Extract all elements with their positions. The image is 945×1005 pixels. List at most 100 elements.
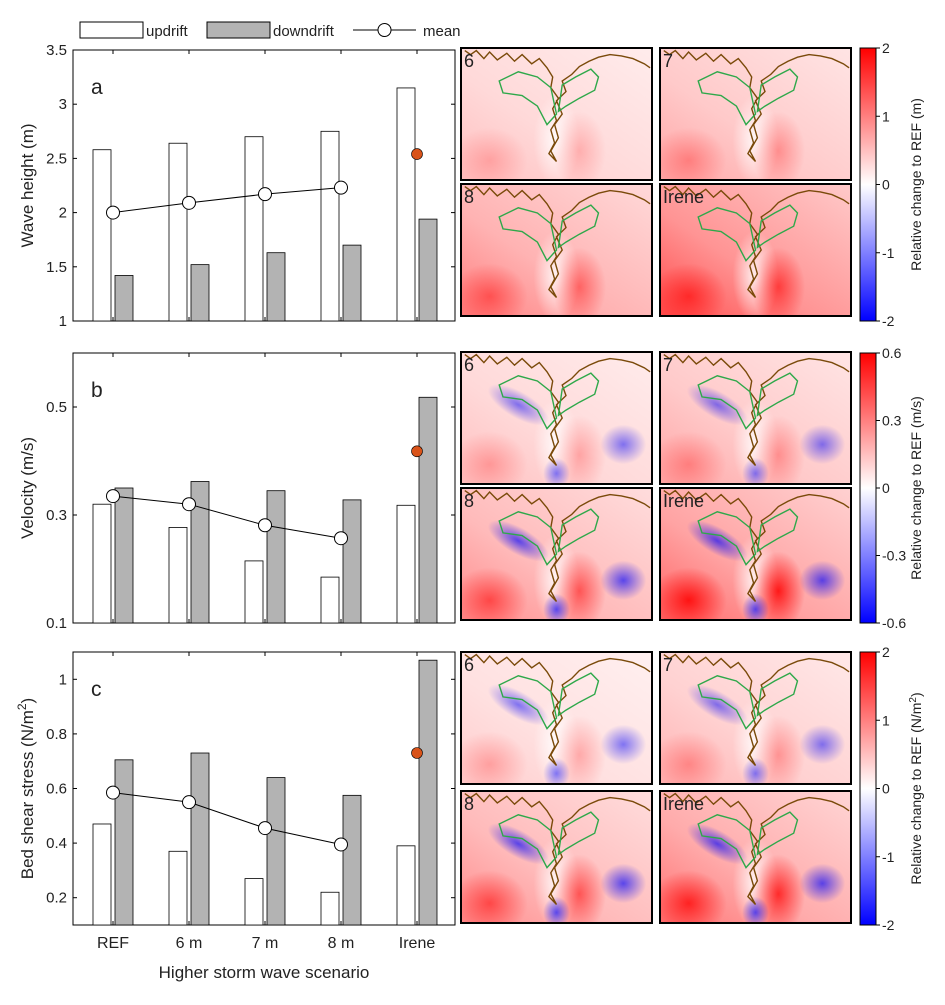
map-plume-west xyxy=(660,127,727,180)
legend-updrift-label: updrift xyxy=(146,23,189,40)
map-label: 8 xyxy=(464,187,474,207)
map-plume-west xyxy=(461,263,528,316)
map-frame xyxy=(659,47,852,181)
shoal-polygon xyxy=(697,204,799,262)
map-plume xyxy=(751,111,806,180)
map-plume xyxy=(751,247,806,316)
map-negative-band xyxy=(686,684,748,726)
y-tick-label: 1 xyxy=(59,313,67,330)
map-label: Irene xyxy=(663,187,704,207)
shoal-polygon xyxy=(697,672,799,730)
map-negative-tip xyxy=(742,457,769,484)
shoal-polygon xyxy=(697,68,799,126)
map-negative-east xyxy=(600,863,647,904)
map-negative-tip xyxy=(742,896,769,923)
map-frame xyxy=(659,183,852,317)
coastline xyxy=(464,353,651,466)
bar-downdrift-7m xyxy=(266,777,286,926)
bar-updrift-irene xyxy=(396,504,416,624)
bar-updrift-irene xyxy=(396,87,416,322)
map-plume-west xyxy=(461,567,528,620)
colorbar-tick-label: 0 xyxy=(882,480,890,496)
colorbar-title: Relative change to REF (m/s) xyxy=(908,396,924,580)
map-negative-east xyxy=(799,424,846,465)
bar-downdrift-6m xyxy=(190,264,210,322)
map-label: 8 xyxy=(464,491,474,511)
panel-c-bed-shear-stress-chart: 0.2 0.4 0.6 0.8 1 c Bed shear stress (N/m2) REF… xyxy=(15,651,456,952)
coastline xyxy=(464,185,651,298)
bar-downdrift-7m xyxy=(266,490,286,624)
map-frame xyxy=(460,47,653,181)
map-frame xyxy=(460,651,653,785)
mean-marker-ref xyxy=(106,785,120,800)
map-label: 7 xyxy=(663,655,673,675)
mean-line xyxy=(112,495,342,539)
bar-updrift-8m xyxy=(320,130,340,322)
legend-updrift-swatch xyxy=(79,21,144,39)
map-a-6: 6 xyxy=(460,47,653,181)
map-label: 7 xyxy=(663,355,673,375)
map-a-8: 8 xyxy=(460,183,653,317)
bar-downdrift-8m xyxy=(342,794,362,926)
shoal-polygon xyxy=(498,68,600,126)
bar-downdrift-irene xyxy=(418,396,438,624)
map-negative-east xyxy=(600,724,647,765)
map-plume-west xyxy=(461,870,528,923)
colorbar-tick-label: 1 xyxy=(882,108,890,124)
map-negative-tip xyxy=(543,457,570,484)
mean-marker-7m xyxy=(258,821,272,836)
mean-marker-8m xyxy=(334,531,348,546)
colorbar-b: 0.6 0.3 0 -0.3 -0.6 Relative change to REF (m… xyxy=(859,345,924,631)
mean-line xyxy=(112,792,342,845)
bar-downdrift-6m xyxy=(190,752,210,926)
bar-downdrift-6m xyxy=(190,481,210,624)
colorbar-tick-label: -2 xyxy=(882,313,895,329)
bar-updrift-ref xyxy=(92,149,112,322)
bar-updrift-8m xyxy=(320,891,340,926)
colorbar-tick-label: 2 xyxy=(882,40,890,56)
bar-downdrift-8m xyxy=(342,499,362,624)
mean-marker-6m xyxy=(182,497,196,512)
shoal-polygon xyxy=(498,372,600,430)
colorbar-title: Relative change to REF (N/m2) xyxy=(908,692,925,884)
mean-marker-6m xyxy=(182,195,196,210)
legend-downdrift-label: downdrift xyxy=(273,23,335,40)
shoal-polygon xyxy=(498,811,600,869)
colorbar-tick-label: 0.6 xyxy=(882,345,902,361)
map-frame xyxy=(460,487,653,621)
map-label: Irene xyxy=(663,794,704,814)
map-plume-west xyxy=(660,263,727,316)
map-negative-band xyxy=(487,684,549,726)
map-frame xyxy=(659,487,852,621)
legend-mean-marker xyxy=(377,23,392,37)
colorbar-tick-label: 0 xyxy=(882,177,890,193)
map-b-6: 6 xyxy=(460,351,653,485)
map-label: Irene xyxy=(663,491,704,511)
map-frame xyxy=(659,351,852,485)
x-tick-label: 8 m xyxy=(328,935,355,952)
map-b-7: 7 xyxy=(659,351,852,485)
bar-updrift-6m xyxy=(168,850,188,926)
y-tick-label: 0.5 xyxy=(46,399,67,416)
y-tick-label: 0.6 xyxy=(46,781,67,798)
map-label: 6 xyxy=(464,655,474,675)
map-negative-tip xyxy=(543,757,570,784)
bar-downdrift-ref xyxy=(114,759,134,926)
map-negative-east xyxy=(799,560,846,601)
coastline xyxy=(663,792,850,905)
bar-updrift-8m xyxy=(320,576,340,624)
map-frame xyxy=(460,351,653,485)
bar-downdrift-7m xyxy=(266,252,286,322)
panel-a-wave-height-chart: 1 1.5 2 2.5 3 3.5 a Wave height (m) xyxy=(18,42,456,330)
map-negative-band xyxy=(487,520,549,562)
bar-updrift-6m xyxy=(168,527,188,624)
colorbar-tick-label: 1 xyxy=(882,712,890,728)
coastline xyxy=(663,489,850,602)
legend-downdrift-swatch xyxy=(206,21,271,39)
colorbar-tick-label: -2 xyxy=(882,917,895,933)
map-negative-tip xyxy=(742,757,769,784)
bar-downdrift-irene xyxy=(418,218,438,322)
map-c-8: 8 xyxy=(460,790,653,924)
mean-marker-8m xyxy=(334,837,348,852)
